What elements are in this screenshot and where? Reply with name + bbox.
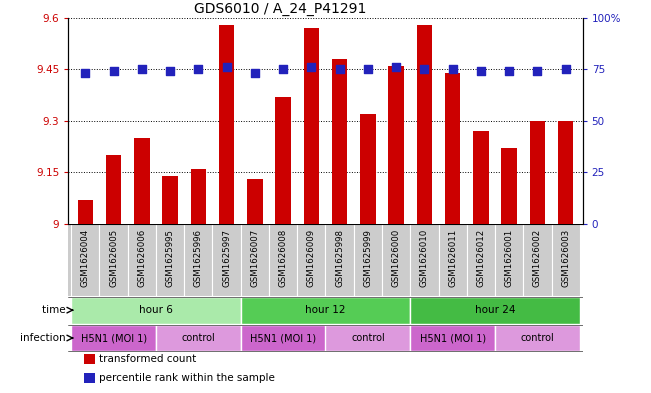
Bar bbox=[71, 224, 100, 296]
Text: GSM1626000: GSM1626000 bbox=[392, 229, 400, 287]
Bar bbox=[84, 373, 95, 384]
Text: GSM1625999: GSM1625999 bbox=[363, 229, 372, 287]
Point bbox=[108, 68, 118, 74]
Bar bbox=[156, 325, 241, 351]
Point bbox=[391, 64, 402, 70]
Bar bbox=[326, 325, 410, 351]
Bar bbox=[410, 297, 580, 323]
Bar bbox=[191, 169, 206, 224]
Text: hour 24: hour 24 bbox=[475, 305, 516, 315]
Bar bbox=[77, 200, 93, 224]
Point bbox=[165, 68, 175, 74]
Bar bbox=[106, 155, 121, 224]
Bar bbox=[298, 224, 326, 296]
Text: control: control bbox=[351, 333, 385, 343]
Point bbox=[561, 66, 571, 72]
Text: GSM1626001: GSM1626001 bbox=[505, 229, 514, 287]
Bar bbox=[410, 224, 439, 296]
Bar bbox=[162, 176, 178, 224]
Text: control: control bbox=[182, 333, 215, 343]
Text: GSM1626007: GSM1626007 bbox=[251, 229, 259, 287]
Text: hour 12: hour 12 bbox=[305, 305, 346, 315]
Point bbox=[193, 66, 204, 72]
Text: GSM1626005: GSM1626005 bbox=[109, 229, 118, 287]
Text: GDS6010 / A_24_P41291: GDS6010 / A_24_P41291 bbox=[194, 2, 366, 16]
Bar bbox=[495, 224, 523, 296]
Bar bbox=[523, 224, 551, 296]
Point bbox=[476, 68, 486, 74]
Text: GSM1626002: GSM1626002 bbox=[533, 229, 542, 287]
Bar bbox=[332, 59, 348, 224]
Bar bbox=[303, 28, 319, 224]
Text: infection: infection bbox=[20, 333, 69, 343]
Text: control: control bbox=[521, 333, 554, 343]
Bar bbox=[551, 224, 580, 296]
Point bbox=[278, 66, 288, 72]
Text: GSM1626008: GSM1626008 bbox=[279, 229, 288, 287]
Text: GSM1626012: GSM1626012 bbox=[477, 229, 486, 287]
Bar bbox=[71, 297, 241, 323]
Text: H5N1 (MOI 1): H5N1 (MOI 1) bbox=[420, 333, 486, 343]
Bar bbox=[360, 114, 376, 224]
Bar bbox=[241, 325, 326, 351]
Text: H5N1 (MOI 1): H5N1 (MOI 1) bbox=[81, 333, 146, 343]
Bar bbox=[439, 224, 467, 296]
Text: GSM1626009: GSM1626009 bbox=[307, 229, 316, 287]
Bar bbox=[247, 179, 262, 224]
Point bbox=[533, 68, 543, 74]
Point bbox=[80, 70, 90, 77]
Bar bbox=[558, 121, 574, 224]
Bar bbox=[241, 297, 410, 323]
Text: hour 6: hour 6 bbox=[139, 305, 173, 315]
Bar bbox=[184, 224, 212, 296]
Text: GSM1625997: GSM1625997 bbox=[222, 229, 231, 287]
Point bbox=[221, 64, 232, 70]
Bar bbox=[353, 224, 382, 296]
Point bbox=[447, 66, 458, 72]
Bar bbox=[410, 325, 495, 351]
Bar bbox=[501, 148, 517, 224]
Bar bbox=[417, 24, 432, 224]
Text: GSM1625998: GSM1625998 bbox=[335, 229, 344, 287]
Bar bbox=[382, 224, 410, 296]
Text: H5N1 (MOI 1): H5N1 (MOI 1) bbox=[250, 333, 316, 343]
Bar bbox=[445, 73, 460, 224]
Point bbox=[419, 66, 430, 72]
Bar bbox=[389, 66, 404, 224]
Text: GSM1626003: GSM1626003 bbox=[561, 229, 570, 287]
Bar bbox=[100, 224, 128, 296]
Point bbox=[504, 68, 514, 74]
Point bbox=[137, 66, 147, 72]
Bar bbox=[212, 224, 241, 296]
Point bbox=[363, 66, 373, 72]
Bar bbox=[326, 224, 353, 296]
Text: GSM1626010: GSM1626010 bbox=[420, 229, 429, 287]
Bar bbox=[134, 138, 150, 224]
Bar bbox=[473, 131, 489, 224]
Text: GSM1626004: GSM1626004 bbox=[81, 229, 90, 287]
Point bbox=[249, 70, 260, 77]
Bar bbox=[84, 354, 95, 364]
Text: time: time bbox=[42, 305, 69, 315]
Bar bbox=[275, 97, 291, 224]
Text: GSM1625995: GSM1625995 bbox=[165, 229, 174, 287]
Bar bbox=[495, 325, 580, 351]
Bar bbox=[219, 24, 234, 224]
Bar bbox=[71, 325, 156, 351]
Bar bbox=[241, 224, 269, 296]
Text: GSM1626006: GSM1626006 bbox=[137, 229, 146, 287]
Text: GSM1626011: GSM1626011 bbox=[448, 229, 457, 287]
Bar bbox=[269, 224, 298, 296]
Text: transformed count: transformed count bbox=[99, 354, 197, 364]
Bar bbox=[156, 224, 184, 296]
Point bbox=[335, 66, 345, 72]
Bar bbox=[128, 224, 156, 296]
Text: GSM1625996: GSM1625996 bbox=[194, 229, 203, 287]
Bar bbox=[530, 121, 545, 224]
Bar bbox=[467, 224, 495, 296]
Point bbox=[306, 64, 316, 70]
Text: percentile rank within the sample: percentile rank within the sample bbox=[99, 373, 275, 383]
